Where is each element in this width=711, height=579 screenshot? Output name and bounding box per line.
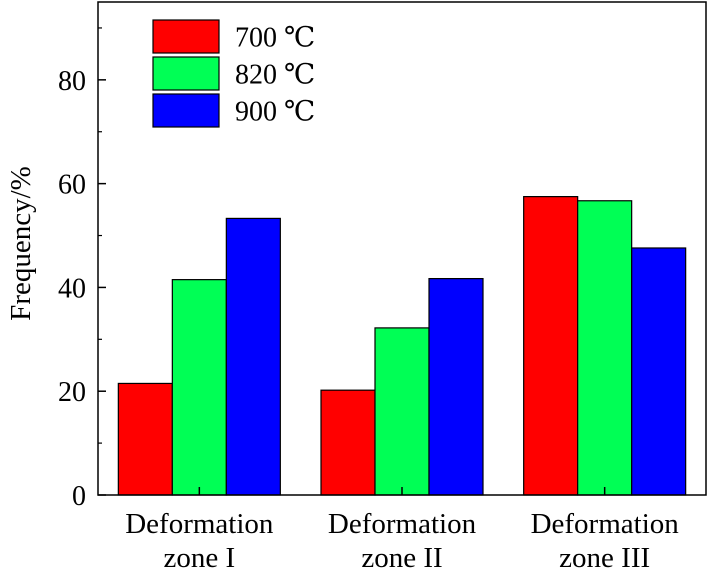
bar-1-2 bbox=[320, 389, 376, 496]
y-tick-label: 40 bbox=[58, 273, 86, 304]
legend-label-3: 900 ℃ bbox=[235, 97, 315, 128]
x-category-label: Deformation zone III bbox=[531, 508, 680, 574]
y-tick-label: 20 bbox=[58, 377, 86, 408]
bar-2-1 bbox=[171, 279, 227, 496]
legend: 700 ℃ 820 ℃ 900 ℃ bbox=[152, 19, 315, 128]
bar-2-3 bbox=[577, 200, 633, 496]
bar-3-2 bbox=[428, 277, 484, 496]
y-tick-label: 80 bbox=[58, 66, 86, 97]
bar-3-3 bbox=[631, 247, 687, 496]
legend-label-1: 700 ℃ bbox=[235, 23, 315, 54]
legend-swatch-2 bbox=[152, 56, 220, 91]
y-axis-title: Frequency/% bbox=[5, 166, 37, 321]
x-category-label: Deformation zone I bbox=[125, 508, 274, 574]
bar-1-1 bbox=[117, 382, 173, 496]
bars-group bbox=[117, 196, 687, 496]
x-category-labels: Deformation zone I Deformation zone II Defor… bbox=[125, 487, 679, 574]
y-tick-label: 60 bbox=[58, 170, 86, 201]
bar-1-3 bbox=[523, 196, 579, 496]
bar-2-2 bbox=[374, 327, 430, 496]
y-ticks: 0 20 40 60 80 bbox=[58, 27, 106, 512]
y-tick-label: 0 bbox=[72, 481, 86, 512]
x-category-label: Deformation zone II bbox=[328, 508, 477, 574]
legend-swatch-1 bbox=[152, 19, 220, 54]
legend-swatch-3 bbox=[152, 93, 220, 128]
legend-label-2: 820 ℃ bbox=[235, 60, 315, 91]
bar-3-1 bbox=[225, 217, 281, 496]
